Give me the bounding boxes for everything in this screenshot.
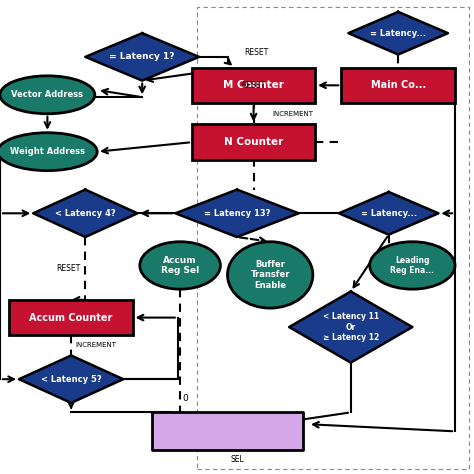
Bar — [9, 300, 133, 336]
Polygon shape — [85, 33, 199, 81]
Text: < Latency 4?: < Latency 4? — [55, 209, 116, 218]
Text: = Latency...: = Latency... — [361, 209, 417, 218]
Polygon shape — [348, 12, 448, 55]
Text: SEL: SEL — [230, 456, 244, 464]
Text: Buffer
Transfer
Enable: Buffer Transfer Enable — [250, 260, 290, 290]
Text: N Counter: N Counter — [224, 137, 283, 147]
Bar — [192, 125, 315, 160]
Polygon shape — [33, 190, 137, 237]
Text: = Latency 13?: = Latency 13? — [204, 209, 270, 218]
Bar — [192, 68, 315, 103]
Polygon shape — [175, 190, 299, 237]
Ellipse shape — [0, 76, 95, 114]
Text: M Counter: M Counter — [223, 80, 284, 91]
Text: Leading
Reg Ena...: Leading Reg Ena... — [391, 256, 434, 275]
Text: Weight Address: Weight Address — [10, 147, 85, 156]
Text: Main Co...: Main Co... — [371, 80, 426, 91]
Polygon shape — [19, 356, 123, 403]
Text: INCREMENT: INCREMENT — [273, 111, 313, 117]
Text: INCREMENT: INCREMENT — [76, 342, 117, 348]
Ellipse shape — [0, 133, 97, 171]
Text: = Latency...: = Latency... — [370, 29, 426, 37]
Text: RESET: RESET — [244, 48, 268, 56]
Text: < Latency 11
Or
≥ Latency 12: < Latency 11 Or ≥ Latency 12 — [323, 312, 379, 342]
Text: 0: 0 — [182, 394, 188, 402]
Ellipse shape — [140, 242, 220, 289]
Text: RESET: RESET — [56, 264, 81, 273]
Polygon shape — [152, 412, 303, 450]
Text: RESET: RESET — [241, 81, 266, 90]
Text: = Latency 1?: = Latency 1? — [109, 53, 175, 61]
Polygon shape — [339, 192, 438, 235]
Text: Accum
Reg Sel: Accum Reg Sel — [161, 256, 199, 275]
Text: Vector Address: Vector Address — [11, 91, 83, 99]
Ellipse shape — [370, 242, 455, 289]
Text: Accum Counter: Accum Counter — [29, 312, 113, 323]
Polygon shape — [289, 292, 412, 363]
Bar — [341, 68, 455, 103]
Ellipse shape — [228, 242, 313, 308]
Text: < Latency 5?: < Latency 5? — [41, 375, 101, 383]
